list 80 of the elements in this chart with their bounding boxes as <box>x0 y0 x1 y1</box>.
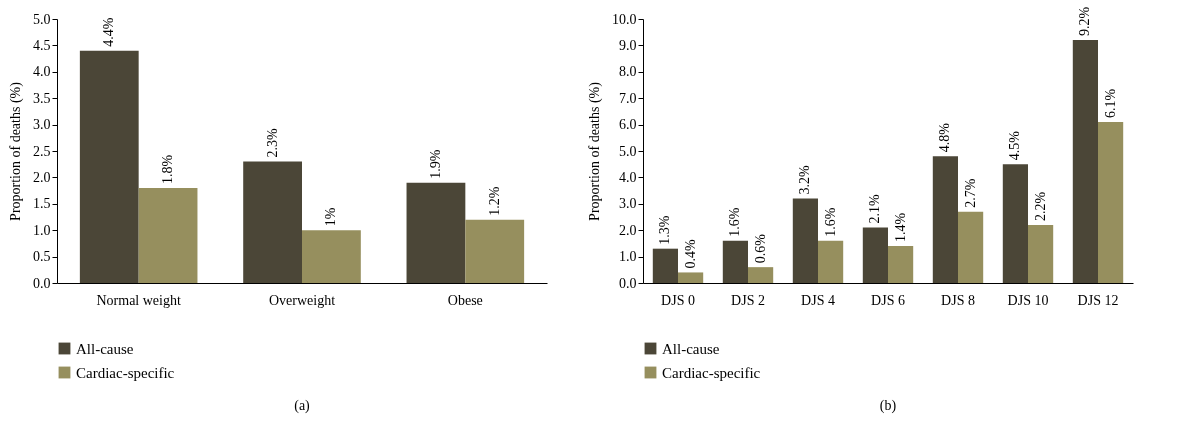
y-axis-title: Proportion of deaths (%) <box>587 81 603 221</box>
x-tick-label: DJS 0 <box>661 292 695 308</box>
data-label: 4.4% <box>101 17 117 47</box>
data-label: 2.2% <box>1032 191 1048 221</box>
data-label: 1% <box>323 207 339 227</box>
data-label: 1.9% <box>427 149 443 179</box>
data-label: 1.4% <box>892 212 908 243</box>
x-tick-label: DJS 10 <box>1007 292 1049 308</box>
x-tick-label: DJS 2 <box>731 292 765 308</box>
y-tick-label: 1.5 <box>33 196 51 212</box>
data-label: 9.2% <box>1077 6 1093 37</box>
bar <box>1002 164 1028 283</box>
y-tick-label: 1.0 <box>33 222 51 238</box>
data-label: 2.7% <box>962 178 978 208</box>
bar <box>302 230 361 283</box>
data-label: 6.1% <box>1102 88 1118 118</box>
data-label: 1.2% <box>486 186 502 216</box>
y-tick-label: 5.0 <box>619 143 637 159</box>
y-tick-label: 6.0 <box>619 117 637 133</box>
y-tick-label: 3.5 <box>33 90 51 106</box>
y-tick-label: 2.0 <box>619 222 637 238</box>
legend-label: All-cause <box>76 340 134 357</box>
bar <box>79 50 139 283</box>
bar <box>818 240 844 283</box>
data-label: 1.6% <box>822 207 838 237</box>
data-label: 2.1% <box>867 194 883 224</box>
x-tick-label: DJS 4 <box>801 292 835 308</box>
bar <box>678 272 704 283</box>
y-tick-label: 4.0 <box>33 64 51 80</box>
x-tick-label: Overweight <box>268 292 336 308</box>
text: (b) <box>879 398 897 414</box>
data-label: 1.8% <box>160 154 176 184</box>
x-tick-label: DJS 8 <box>941 292 975 308</box>
y-tick-label: 0.5 <box>33 249 51 265</box>
data-label: 2.3% <box>264 128 280 158</box>
data-label: 1.3% <box>657 215 673 245</box>
y-tick-label: 9.0 <box>619 37 637 53</box>
bar <box>748 267 774 283</box>
data-label: 4.5% <box>1007 130 1023 161</box>
bar <box>406 182 466 283</box>
y-tick-label: 2.5 <box>33 143 51 159</box>
data-label: 3.2% <box>797 165 813 195</box>
y-tick-label: 0.0 <box>33 275 51 291</box>
y-tick-label: 4.0 <box>619 169 637 185</box>
y-tick-label: 5.0 <box>33 11 51 27</box>
bar <box>792 198 818 283</box>
bar <box>652 248 678 283</box>
y-tick-label: 8.0 <box>619 64 637 80</box>
x-tick-label: DJS 6 <box>871 292 905 308</box>
y-tick-label: 10.0 <box>612 11 637 27</box>
legend-label: Cardiac-specific <box>662 364 761 381</box>
data-label: 1.6% <box>727 207 743 237</box>
legend-label: Cardiac-specific <box>76 364 175 381</box>
x-tick-label: DJS 12 <box>1077 292 1119 308</box>
data-label: 0.4% <box>682 238 698 269</box>
bar <box>1098 121 1124 283</box>
bar <box>243 161 302 283</box>
y-tick-label: 3.0 <box>33 117 51 133</box>
legend-label: All-cause <box>662 340 720 357</box>
y-axis-title: Proportion of deaths (%) <box>8 81 24 221</box>
data-label: 0.6% <box>752 233 768 264</box>
bar <box>722 240 748 283</box>
bar <box>958 211 984 283</box>
bar <box>465 219 525 283</box>
text: (a) <box>294 398 311 414</box>
bar <box>888 246 914 283</box>
y-tick-label: 3.0 <box>619 196 637 212</box>
bar <box>1072 40 1098 283</box>
x-tick-label: Obese <box>447 292 483 308</box>
x-tick-label: Normal weight <box>96 292 181 308</box>
y-tick-label: 7.0 <box>619 90 637 106</box>
y-tick-label: 1.0 <box>619 249 637 265</box>
y-tick-label: 2.0 <box>33 169 51 185</box>
data-label: 4.8% <box>937 122 953 153</box>
bar <box>138 187 198 283</box>
y-tick-label: 0.0 <box>619 275 637 291</box>
y-tick-label: 4.5 <box>33 37 51 53</box>
bar <box>932 156 958 283</box>
bar <box>862 227 888 283</box>
bar <box>1028 224 1054 283</box>
